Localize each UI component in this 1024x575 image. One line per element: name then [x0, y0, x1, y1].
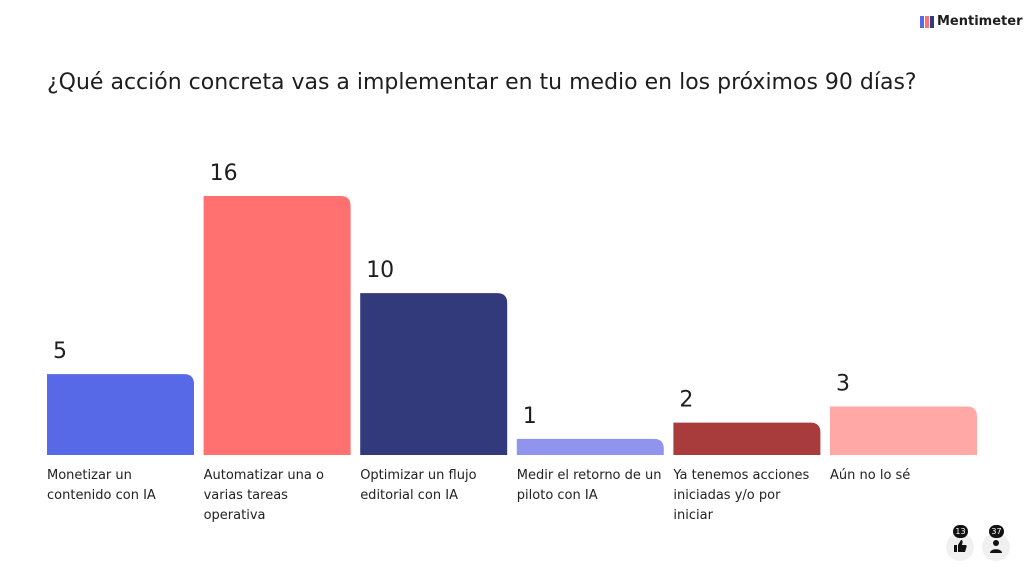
category-label: Optimizar un flujo editorial con IA	[360, 468, 477, 503]
person-icon	[990, 549, 1002, 553]
category-label: Monetizar un contenido con IA	[47, 468, 156, 503]
thumb-icon	[954, 540, 967, 552]
category-label: Aún no lo sé	[830, 468, 911, 483]
participant-count: 37	[989, 525, 1004, 538]
value-label: 1	[523, 404, 537, 429]
brand-logo	[920, 16, 934, 28]
bar	[516, 438, 664, 455]
value-label: 10	[366, 258, 394, 283]
bar	[830, 406, 977, 455]
brand: Mentimeter	[937, 14, 1023, 29]
participants-button[interactable]	[982, 533, 1010, 561]
bar	[673, 422, 821, 455]
chart-title: ¿Qué acción concreta vas a implementar e…	[47, 70, 917, 95]
category-label: Medir el retorno de un piloto con IA	[516, 468, 662, 503]
person-icon	[993, 540, 999, 546]
category-label: Ya tenemos acciones iniciadas y/o por in…	[673, 468, 810, 523]
value-label: 5	[53, 339, 67, 364]
bar	[360, 293, 508, 455]
value-label: 2	[679, 388, 693, 413]
category-label: Automatizar una o varias tareas operativ…	[203, 468, 324, 523]
value-label: 3	[836, 371, 850, 396]
bar	[203, 196, 351, 455]
value-label: 16	[210, 161, 238, 186]
reaction-count: 13	[953, 525, 968, 538]
bar	[47, 374, 194, 455]
